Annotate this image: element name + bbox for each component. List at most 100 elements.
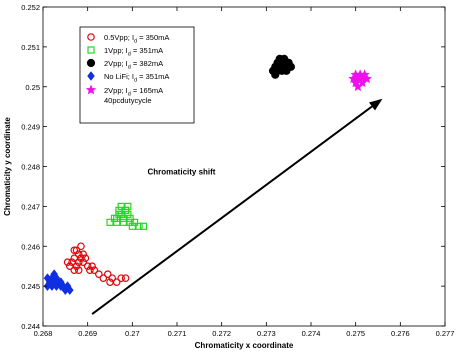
x-tick-label: 0.268 (34, 329, 53, 338)
data-point (113, 218, 121, 226)
data-point (124, 210, 132, 218)
data-point (79, 258, 88, 267)
y-tick-label: 0.249 (21, 123, 40, 132)
data-point (286, 62, 295, 71)
data-point (103, 270, 112, 278)
data-point (119, 218, 128, 226)
x-tick-label: 0.27 (125, 329, 140, 338)
legend-label-main: 0.5Vpp; I (104, 33, 134, 42)
data-point (70, 254, 79, 263)
data-point (106, 278, 114, 286)
legend-label-subscript: d (134, 39, 137, 45)
data-point (99, 274, 108, 282)
data-marks (43, 54, 373, 296)
legend-entry-0: 0.5Vpp; Id = 350mA (87, 33, 169, 45)
x-tick-label: 0.269 (78, 329, 97, 338)
legend-label-suffix: = 351mA (131, 46, 163, 55)
legend-label-subscript: d (134, 78, 137, 84)
data-point (106, 218, 114, 226)
y-tick-label: 0.245 (21, 282, 40, 291)
data-point (121, 274, 130, 282)
legend-label-main: 1Vpp; I (104, 46, 128, 55)
legend-label: No LiFi; Id = 351mA (104, 72, 169, 84)
legend-label-subscript: d (128, 65, 131, 71)
data-point (65, 285, 74, 296)
data-point (122, 206, 130, 214)
data-point (130, 218, 139, 226)
legend-marker (87, 71, 95, 81)
x-tick-label: 0.276 (391, 329, 410, 338)
series-1 (106, 202, 148, 230)
legend-label: 0.5Vpp; Id = 350mA (104, 33, 169, 45)
legend-label-suffix: = 165mA (131, 86, 163, 95)
legend-label: 2Vpp; Id = 382mA (104, 59, 163, 71)
y-axis-label: Chromaticity y coordinate (3, 117, 12, 216)
data-point (113, 214, 121, 222)
data-point (72, 246, 81, 255)
data-point (115, 206, 123, 214)
y-tick-label: 0.25 (25, 83, 40, 92)
data-point (122, 206, 130, 214)
shift-arrow-line (91, 105, 373, 315)
series-3 (43, 269, 74, 296)
legend-entry-3: No LiFi; Id = 351mA (87, 71, 169, 84)
data-point (74, 250, 83, 259)
legend-label-subscript: d (128, 52, 131, 58)
data-point (83, 262, 92, 270)
data-point (115, 210, 123, 218)
data-point (139, 222, 148, 230)
legend-label-main: 2Vpp; I (104, 86, 128, 95)
x-tick-label: 0.271 (168, 329, 187, 338)
y-tick-label: 0.244 (21, 322, 40, 331)
data-point (90, 266, 99, 274)
legend-label-main: 2Vpp; I (104, 59, 128, 68)
data-point (119, 214, 128, 222)
legend-entry-2: 2Vpp; Id = 382mA (86, 58, 163, 71)
legend-label-line2: 40pcdutycycle (104, 96, 152, 105)
legend-marker (86, 58, 96, 68)
y-tick-label: 0.248 (21, 163, 40, 172)
legend-marker (87, 33, 95, 41)
data-point (43, 281, 52, 292)
data-point (128, 222, 136, 230)
data-point (135, 222, 143, 230)
legend-label-subscript: d (128, 92, 131, 98)
data-point (280, 54, 289, 63)
data-point (108, 274, 117, 282)
y-tick-label: 0.251 (21, 43, 40, 52)
x-tick-label: 0.277 (436, 329, 455, 338)
data-point (126, 218, 134, 226)
legend-entry-1: 1Vpp; Id = 351mA (87, 46, 163, 58)
x-tick-label: 0.274 (302, 329, 321, 338)
chromaticity-shift-annotation: Chromaticity shift (91, 98, 383, 315)
data-point (110, 214, 119, 222)
legend-label: 2Vpp; Id = 165mA (104, 86, 163, 98)
data-point (126, 214, 134, 222)
series-4 (348, 69, 373, 92)
data-point (81, 254, 90, 263)
y-tick-label: 0.252 (21, 3, 40, 12)
data-point (79, 250, 88, 259)
y-tick-label: 0.246 (21, 242, 40, 251)
data-point (88, 262, 96, 270)
data-point (124, 202, 132, 210)
data-point (117, 274, 125, 282)
shift-annotation-label: Chromaticity shift (147, 167, 215, 176)
data-point (86, 266, 94, 274)
data-point (74, 258, 83, 267)
data-point (95, 270, 103, 278)
data-point (70, 266, 79, 274)
data-point (66, 262, 74, 270)
data-point (350, 69, 361, 80)
legend-label: 1Vpp; Id = 351mA (104, 46, 163, 58)
x-tick-label: 0.275 (346, 329, 365, 338)
legend-box (79, 26, 195, 124)
x-tick-label: 0.272 (212, 329, 231, 338)
data-point (271, 70, 280, 79)
legend-label-suffix: = 382mA (131, 59, 163, 68)
x-axis-label: Chromaticity x coordinate (195, 341, 294, 350)
series-2 (268, 54, 295, 79)
data-point (117, 202, 125, 210)
